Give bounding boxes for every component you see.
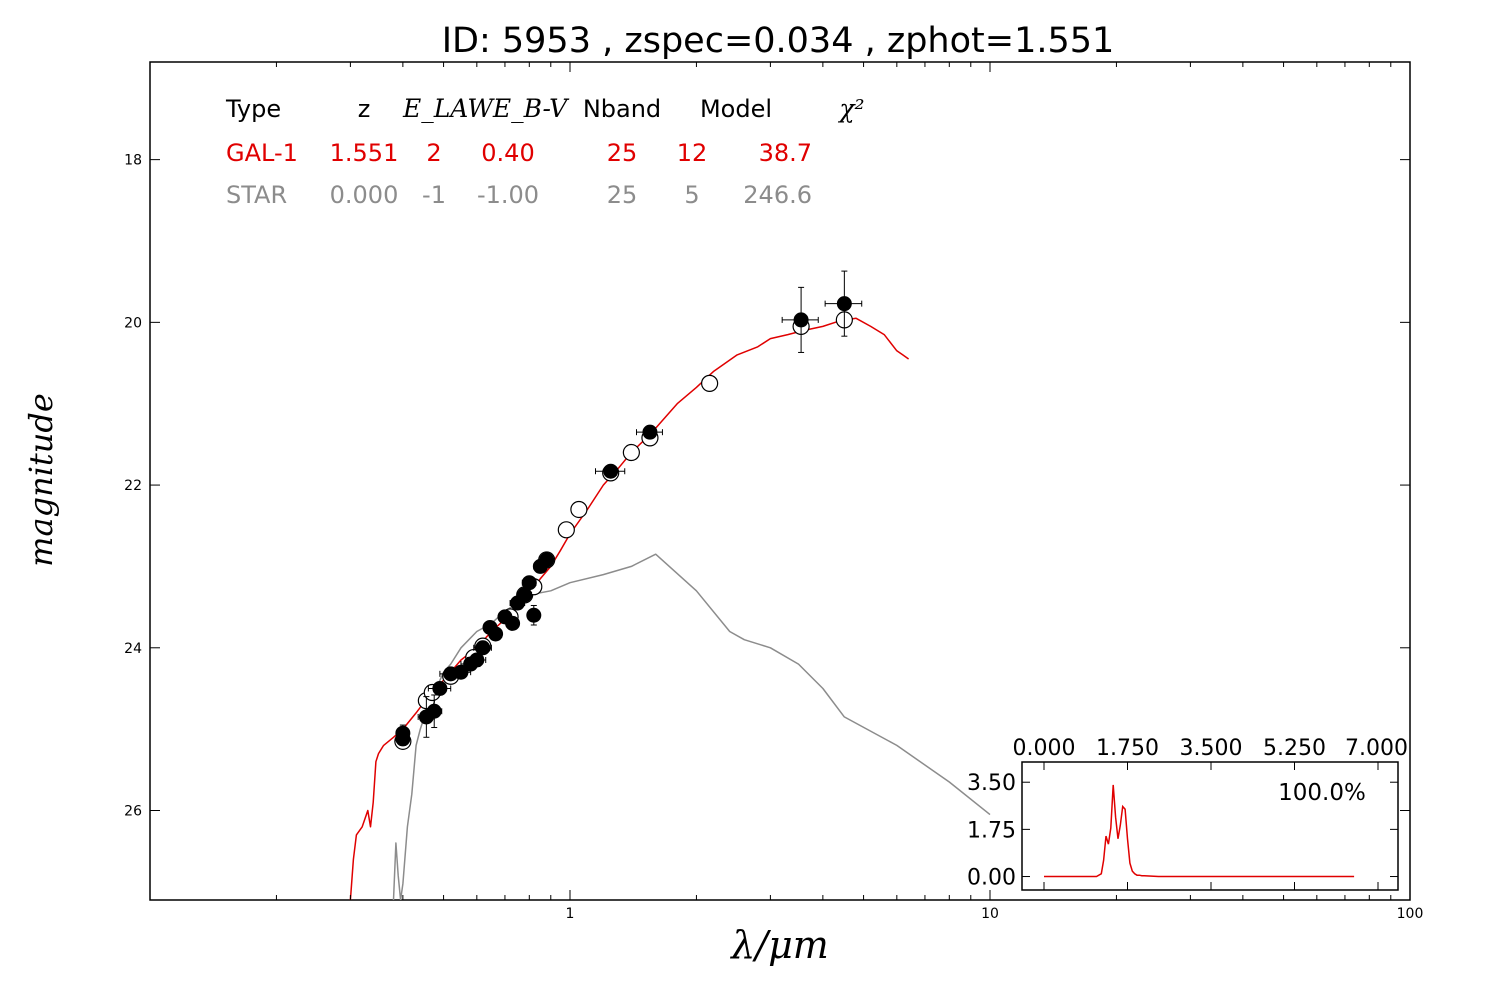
observed-magnitude-point [824,270,863,337]
inset-annotation: 100.0% [1278,780,1366,806]
table-cell-star: -1 [422,181,446,209]
observed-marker [432,680,448,696]
model-magnitude-point [557,521,575,539]
observed-marker [521,575,537,591]
observed-magnitude-point [636,424,663,440]
inset-y-tick-label: 1.75 [967,818,1016,843]
observed-marker [426,703,442,719]
y-tick-label: 22 [124,478,142,494]
table-cell-gal: 38.7 [759,139,812,167]
observed-magnitude-point [473,640,492,656]
observed-marker [526,607,542,623]
model-magnitude-point [570,500,588,519]
table-header-cell: Type [225,95,281,123]
table-cell-star: -1.00 [477,181,539,209]
observed-magnitude-point [488,626,504,642]
inset-x-tick-label: 0.000 [1013,736,1076,761]
observed-magnitude-point [539,552,555,568]
table-header-cell: χ² [837,94,864,123]
observed-marker [475,640,491,656]
redshift-pdf-inset: 0.000 1.750 3.500 5.250 7.000 0.00 1.75 3.50 10… [967,736,1408,891]
table-header-cell: z [358,95,371,123]
table-cell-star: 25 [607,181,638,209]
table-cell-gal: 0.40 [481,139,534,167]
observed-marker [395,731,411,747]
inset-x-tick-label: 3.500 [1180,736,1243,761]
table-cell-star: 5 [684,181,699,209]
y-tick-label: 24 [124,641,142,657]
model-magnitude-point [701,374,719,392]
inset-pdf-line [1044,784,1355,878]
observed-magnitude-point [594,463,626,479]
inset-x-tick-label: 1.750 [1096,736,1159,761]
table-cell-gal: 12 [677,139,708,167]
x-tick-label: 10 [981,906,999,922]
figure-title: ID: 5953 , zspec=0.034 , zphot=1.551 [442,21,1115,61]
observed-magnitude-point [427,680,452,696]
observed-magnitude-point [505,615,521,631]
observed-marker [642,424,658,440]
table-cell-gal: 2 [426,139,441,167]
observed-marker [603,463,619,479]
fit-results-table: Type z E_LAW E_B-V Nband Model χ² GAL-1 1.551 2 0.… [225,94,865,209]
observed-magnitude-point [526,604,542,626]
table-header-cell: Model [700,95,772,123]
model-magnitude-point [622,443,640,462]
table-cell-star: 246.6 [743,181,812,209]
observed-marker [505,615,521,631]
observed-marker [488,626,504,642]
main-plot-frame [149,61,1411,901]
observed-marker [539,552,555,568]
observed-marker [836,296,852,312]
x-tick-label: 1 [566,906,575,922]
inset-x-tick-label: 5.250 [1263,736,1326,761]
y-tick-label: 20 [124,315,142,331]
table-header-cell: Nband [583,95,661,123]
galaxy-template-line [349,317,910,900]
y-tick-label: 26 [124,804,142,820]
table-cell-gal: 1.551 [330,139,399,167]
y-axis-label: magnitude [22,393,60,567]
inset-frame [1021,761,1399,891]
observed-magnitude-point [781,286,819,353]
inset-y-tick-label: 3.50 [967,771,1016,796]
observed-magnitude-point [395,731,411,747]
table-header-cell: E_B-V [492,94,570,123]
observed-magnitude-point [521,575,537,591]
table-cell-gal: 25 [607,139,638,167]
inset-x-tick-label: 7.000 [1345,736,1408,761]
table-header-cell: E_LAW [402,94,495,123]
inset-y-tick-label: 0.00 [967,866,1016,891]
observed-marker [469,652,485,668]
observed-marker [793,312,809,328]
observed-magnitude-point [466,652,487,668]
table-cell-star: 0.000 [330,181,399,209]
table-cell-star: STAR [226,181,287,209]
y-tick-label: 18 [124,153,142,169]
table-cell-gal: GAL-1 [226,139,298,167]
observed-magnitude-point [425,694,443,729]
x-tick-label: 100 [1397,906,1424,922]
x-axis-label: λ/μm [729,923,829,967]
star-template-line [392,553,991,900]
